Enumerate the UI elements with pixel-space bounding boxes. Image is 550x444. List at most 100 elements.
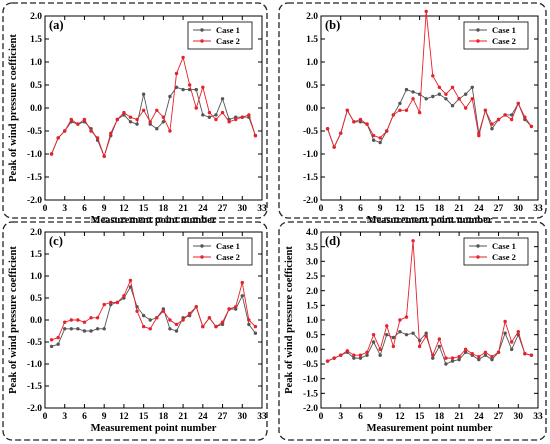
y-tick-label: 0.5 [30,294,42,304]
data-point-case-2 [135,309,139,313]
data-point-case-1 [63,327,67,331]
legend-label-case-1: Case 1 [492,241,516,251]
data-point-case-2 [339,353,343,357]
legend-marker-case-1 [476,244,480,248]
y-tick-label: 0.0 [306,104,318,114]
data-point-case-1 [135,122,139,126]
data-point-case-1 [253,331,258,335]
data-point-case-2 [404,108,409,113]
data-point-case-1 [378,353,382,357]
data-point-case-2 [437,337,442,341]
data-point-case-2 [128,278,133,283]
data-point-case-2 [437,85,442,90]
data-point-case-2 [233,117,238,122]
data-point-case-1 [174,329,179,333]
data-point-case-1 [463,350,468,354]
x-tick-label: 6 [358,204,363,214]
data-point-case-1 [509,347,514,352]
data-point-case-1 [194,87,198,92]
y-tick-label: 0.5 [30,81,42,91]
panel-label: (a) [49,18,64,32]
chart-panel-4: 0 3 6 9 12 15 18 21 24 27 30 33 -2.0 -1.5 -1.0 -0.5 0.0 0… [278,221,547,441]
data-point-case-2 [76,122,80,126]
data-point-case-1 [56,342,60,346]
data-point-case-2 [240,115,244,119]
data-point-case-2 [483,350,488,354]
data-point-case-2 [385,129,389,133]
data-point-case-2 [115,117,120,122]
data-point-case-2 [49,338,54,342]
x-tick-label: 24 [474,412,484,422]
legend-label-case-1: Case 1 [216,241,240,251]
data-point-case-2 [358,117,363,122]
data-point-case-2 [339,131,343,135]
data-point-case-2 [141,108,146,113]
legend-label-case-2: Case 2 [216,36,240,46]
y-tick-label: 0.0 [306,346,318,356]
y-tick-label: 1.0 [30,272,42,282]
data-point-case-2 [470,97,474,101]
data-point-case-2 [76,318,80,322]
data-point-case-2 [187,311,192,316]
x-tick-label: 18 [435,412,445,422]
x-tick-label: 3 [62,412,67,422]
data-point-case-2 [148,327,152,331]
data-point-case-2 [424,9,428,14]
x-tick-label: 18 [435,204,445,214]
y-tick-label: -0.5 [27,338,42,348]
y-tick-label: 1.0 [30,58,42,68]
data-point-case-1 [148,318,152,322]
data-point-case-2 [398,108,402,113]
data-point-case-2 [168,318,172,322]
data-point-case-2 [378,347,382,352]
data-point-case-1 [411,331,415,335]
data-point-case-1 [168,327,172,331]
data-point-case-1 [89,329,93,333]
data-point-case-2 [378,136,382,140]
panel-frame [278,221,547,441]
data-point-case-2 [325,359,330,363]
data-point-case-2 [253,324,258,329]
data-point-case-2 [391,344,396,349]
data-point-case-2 [411,97,415,101]
data-point-case-1 [365,353,369,357]
data-point-case-2 [345,108,350,113]
data-point-case-2 [161,309,166,313]
y-axis-title: Peak of wind pressure coefficient [8,34,19,182]
data-point-case-2 [385,324,389,328]
data-point-case-2 [529,353,534,357]
panel-label: (b) [325,18,340,32]
data-point-case-2 [174,322,179,327]
data-point-case-2 [214,324,218,329]
data-point-case-2 [155,108,159,113]
data-point-case-2 [417,344,422,349]
y-tick-label: -1.5 [27,173,42,183]
data-point-case-2 [345,349,350,353]
data-point-case-1 [509,113,514,117]
data-point-case-1 [141,313,146,318]
data-point-case-2 [424,334,428,338]
panel-frame [2,221,268,441]
y-tick-label: 2.0 [30,228,42,238]
data-point-case-1 [247,322,251,327]
data-point-case-2 [141,324,146,329]
x-tick-label: 24 [474,204,484,214]
x-tick-label: 27 [218,204,228,214]
legend-box [463,237,529,266]
x-axis-title: Measurement point number [367,423,493,434]
y-tick-label: -0.5 [27,127,42,137]
x-tick-label: 21 [178,204,188,214]
data-point-case-2 [332,145,336,149]
data-point-case-2 [109,300,113,305]
x-tick-label: 9 [378,204,383,214]
data-point-case-1 [95,327,100,331]
x-axis-title: Measurement point number [91,215,217,226]
data-point-case-1 [463,92,468,96]
data-point-case-1 [457,357,461,362]
data-point-case-2 [529,124,534,129]
x-tick-label: 15 [139,412,149,422]
x-tick-label: 3 [338,204,343,214]
legend-label-case-2: Case 2 [216,252,240,262]
legend-label-case-1: Case 1 [216,25,240,35]
data-point-case-1 [444,97,448,101]
